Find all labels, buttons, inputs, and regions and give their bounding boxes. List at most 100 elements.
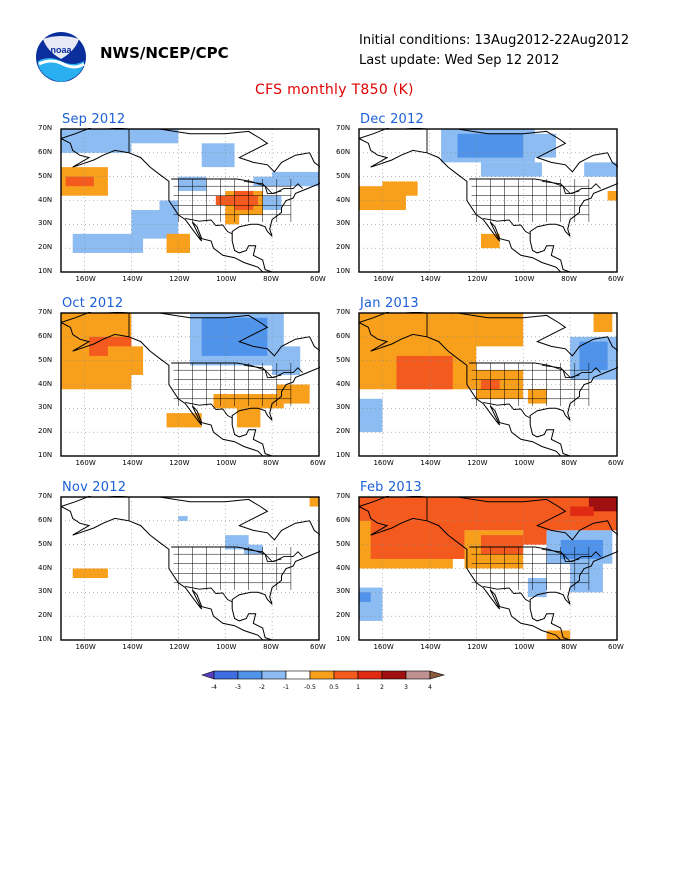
map-panel-jan-2013: Jan 2013 70N 60N 50N 40N 30N 20N 10N 160W 140W 120… [336, 296, 624, 477]
lon-label: 120W [169, 643, 190, 651]
logo-text: noaa [50, 45, 72, 55]
lon-label: 100W [514, 643, 535, 651]
lat-label: 30N [336, 219, 351, 228]
anomaly-cell [527, 133, 557, 158]
lat-label: 30N [38, 403, 53, 412]
lon-label: 140W [420, 275, 441, 283]
lon-label: 60W [310, 275, 326, 283]
lon-label: 80W [561, 643, 577, 651]
anomaly-cell [382, 181, 418, 196]
anomaly-cell [546, 630, 571, 640]
lat-label: 50N [38, 539, 53, 548]
colorbar-label: -1 [283, 684, 289, 691]
lon-label: 80W [263, 643, 279, 651]
anomaly-cell [396, 355, 453, 390]
lat-label: 60N [38, 331, 53, 340]
anomaly-cell [560, 539, 603, 559]
lat-label: 20N [38, 427, 53, 436]
lon-label: 160W [373, 643, 394, 651]
anomaly-cell [166, 413, 202, 428]
lon-label: 120W [467, 275, 488, 283]
colorbar-label: -3 [235, 684, 241, 691]
lat-label: 70N [38, 124, 53, 132]
anomaly-cell [131, 129, 179, 144]
lat-label: 70N [336, 124, 351, 132]
lon-label: 100W [216, 459, 237, 467]
colorbar-swatch [261, 670, 287, 680]
lon-label: 80W [263, 275, 279, 283]
anomaly-cell [178, 516, 188, 521]
initial-conditions: Initial conditions: 13Aug2012-22Aug2012 [359, 33, 630, 48]
colorbar-label: -0.5 [304, 684, 316, 691]
noaa-logo: noaa [36, 32, 86, 82]
lon-label: 140W [122, 459, 143, 467]
anomaly-cell [452, 313, 524, 347]
lon-label: 60W [310, 643, 326, 651]
lat-label: 20N [38, 243, 53, 252]
colorbar-label: 0.5 [329, 684, 339, 691]
anomaly-cell [72, 568, 108, 579]
lat-label: 40N [38, 195, 53, 204]
colorbar-label: 2 [380, 684, 384, 691]
map-panel-feb-2013: Feb 2013 70N 60N 50N 40N 30N 20N 10N 160W 140W 120… [336, 480, 624, 661]
lon-label: 140W [122, 275, 143, 283]
anomaly-cell [309, 497, 319, 507]
lat-label: 50N [336, 355, 351, 364]
lon-label: 120W [169, 459, 190, 467]
panel-title: Feb 2013 [360, 480, 422, 495]
colorbar-label: -4 [211, 684, 217, 691]
lat-label: 60N [336, 331, 351, 340]
last-update: Last update: Wed Sep 12 2012 [359, 53, 560, 68]
lat-label: 40N [336, 379, 351, 388]
lon-label: 60W [608, 459, 624, 467]
map-panel-sep-2012: Sep 2012 70N 60N 50N 40N 30N 20N 10N 160W 140W 120… [38, 112, 326, 293]
panel-title: Oct 2012 [62, 296, 124, 311]
lon-label: 160W [373, 459, 394, 467]
lon-label: 80W [263, 459, 279, 467]
lat-label: 30N [38, 219, 53, 228]
lat-label: 10N [38, 267, 53, 275]
anomaly-cell [593, 313, 613, 333]
lat-label: 50N [336, 171, 351, 180]
colorbar: -4 -3 -2 -1 -0.5 0.5 1 2 3 4 [201, 670, 446, 691]
lat-label: 20N [336, 427, 351, 436]
colorbar-swatch [309, 670, 335, 680]
colorbar-swatch [237, 670, 263, 680]
lon-label: 80W [561, 275, 577, 283]
lat-label: 40N [336, 563, 351, 572]
anomaly-cell [480, 233, 500, 249]
lat-label: 60N [38, 515, 53, 524]
lat-label: 50N [38, 171, 53, 180]
lat-label: 30N [336, 587, 351, 596]
colorbar-label: 4 [428, 684, 432, 691]
anomaly-cell [359, 398, 383, 433]
anomaly-cell [225, 214, 240, 225]
panel-title: Nov 2012 [62, 480, 127, 495]
colorbar-swatch [405, 670, 431, 680]
map-panel-nov-2012: Nov 2012 70N 60N 50N 40N 30N 20N 10N 160W 140W 120… [38, 480, 326, 661]
anomaly-cell [61, 129, 132, 153]
lat-label: 70N [38, 308, 53, 316]
anomaly-map [358, 128, 618, 273]
lat-label: 30N [38, 587, 53, 596]
lat-label: 40N [38, 379, 53, 388]
lon-label: 140W [420, 643, 441, 651]
lat-label: 20N [38, 611, 53, 620]
map-panel-dec-2012: Dec 2012 70N 60N 50N 40N 30N 20N 10N 160W 140W 120… [336, 112, 624, 293]
anomaly-cell [480, 535, 524, 555]
anomaly-cell [480, 162, 542, 177]
colorbar-swatch [357, 670, 383, 680]
lat-label: 70N [336, 308, 351, 316]
anomaly-cell [65, 176, 94, 187]
anomaly-cell [607, 190, 617, 201]
lat-label: 20N [336, 611, 351, 620]
anomaly-map [358, 496, 618, 641]
panel-title: Sep 2012 [62, 112, 126, 127]
lon-label: 60W [608, 643, 624, 651]
lat-label: 20N [336, 243, 351, 252]
anomaly-cell [243, 544, 263, 555]
colorbar-swatch [285, 670, 311, 680]
lat-label: 10N [336, 451, 351, 459]
lat-label: 50N [336, 539, 351, 548]
lat-label: 10N [38, 635, 53, 643]
